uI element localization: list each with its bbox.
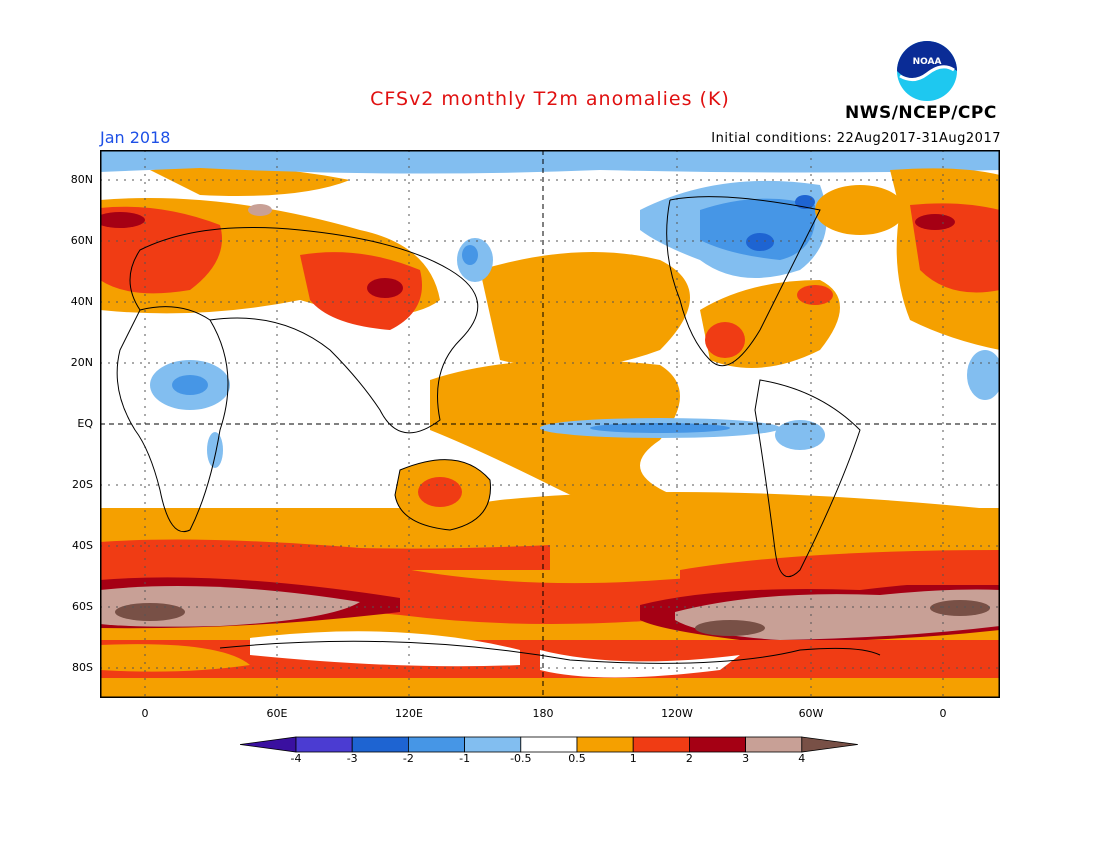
atlantic-red [797, 285, 833, 305]
pacific-orange-tongue [430, 360, 720, 517]
chart-title: CFSv2 monthly T2m anomalies (K) [370, 88, 730, 110]
colorbar-label: 3 [742, 752, 750, 765]
us-east-red [705, 322, 745, 358]
antarctic-white-patch [250, 631, 520, 667]
arctic-orange-ne [150, 166, 350, 196]
initial-conditions-label: Initial conditions: 22Aug2017-31Aug2017 [711, 131, 1001, 146]
colorbar-segment [464, 736, 522, 753]
colorbar-label: -4 [290, 752, 302, 765]
s-midlat-red-2 [680, 550, 1000, 585]
colorbar-segment [407, 736, 465, 753]
greenland-orange [815, 185, 905, 235]
coastlines [116, 196, 881, 664]
lon-label-180: 180 [532, 707, 554, 720]
colorbar-segment [688, 736, 746, 753]
lon-label-120w: 120W [661, 707, 693, 720]
forecast-month-label: Jan 2018 [100, 128, 171, 147]
lat-label-40n: 40N [70, 295, 93, 308]
eurasia-darkred-1 [367, 278, 403, 298]
noaa-logo: NOAA [897, 41, 957, 101]
colorbar-arrow-left [240, 736, 297, 753]
colorbar [240, 736, 858, 753]
colorbar-label: 1 [629, 752, 637, 765]
eurasia-darkred-2 [100, 212, 145, 228]
lat-label-40s: 40S [72, 539, 93, 552]
anomaly-map [100, 150, 1000, 698]
sa-blue [775, 420, 825, 450]
colorbar-segment [295, 736, 353, 753]
europe-east-darkred [915, 214, 955, 230]
lat-label-80s: 80S [72, 661, 93, 674]
lat-label-60n: 60N [70, 234, 93, 247]
lon-label-60w: 60W [798, 707, 824, 720]
pacific-orange-north [480, 252, 690, 368]
colorbar-segment [632, 736, 690, 753]
brown-core-2 [695, 620, 765, 636]
colorbar-segment [520, 736, 578, 753]
colorbar-segment [351, 736, 409, 753]
s-midlat-red-1 [100, 539, 550, 570]
colorbar-label: 2 [685, 752, 693, 765]
antarctic-white-patch-2 [540, 650, 740, 678]
colorbar-label: 4 [798, 752, 806, 765]
lat-label-eq: EQ [77, 417, 93, 430]
lat-label-60s: 60S [72, 600, 93, 613]
brown-core-1 [115, 603, 185, 621]
scandinavia-brown [248, 204, 272, 216]
lon-label-120e: 120E [395, 707, 423, 720]
siberia-blue-core [462, 245, 478, 265]
sahara-east-blue [967, 350, 1000, 400]
na-blue-core-2 [795, 195, 815, 209]
lon-label-0: 0 [141, 707, 149, 720]
colorbar-arrow-right [801, 736, 858, 753]
equator-dateline [100, 150, 1000, 698]
lon-label-0-east: 0 [939, 707, 947, 720]
colorbar-label: -1 [459, 752, 471, 765]
lat-label-80n: 80N [70, 173, 93, 186]
lon-label-60e: 60E [266, 707, 288, 720]
colorbar-label: -2 [402, 752, 414, 765]
na-blue-mid [700, 198, 816, 260]
africa-blue-core [172, 375, 208, 395]
lat-label-20n: 20N [70, 356, 93, 369]
colorbar-segment [745, 736, 803, 753]
antarctic-orange-strip [100, 678, 1000, 698]
colorbar-label: -0.5 [510, 752, 532, 765]
na-blue-core-1 [746, 233, 774, 251]
antarctic-orange-patch [100, 644, 250, 672]
noaa-logo-text: NOAA [913, 57, 942, 67]
africa-blue-2 [207, 432, 223, 468]
colorbar-label: -3 [346, 752, 358, 765]
colorbar-segment [576, 736, 634, 753]
australia-red [418, 477, 462, 507]
agency-label: NWS/NCEP/CPC [845, 103, 997, 123]
eq-blue-core [590, 423, 730, 433]
brown-core-3 [930, 600, 990, 616]
lat-label-20s: 20S [72, 478, 93, 491]
map-frame [100, 150, 1000, 698]
eurasia-red-2 [300, 252, 422, 330]
colorbar-label: 0.5 [568, 752, 586, 765]
arctic-blue-strip [100, 150, 1000, 174]
